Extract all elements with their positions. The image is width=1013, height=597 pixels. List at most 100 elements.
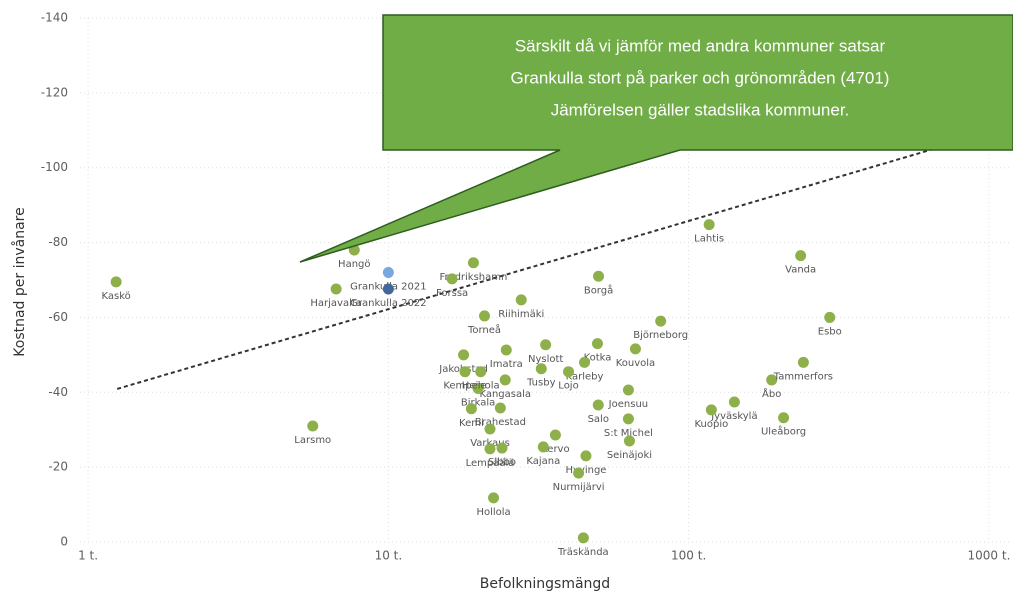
x-tick-label: 100 t. [671,549,706,563]
point-label: Uleåborg [761,425,806,438]
point-label: Kouvola [616,358,655,369]
point-label: Salo [588,414,609,425]
point-label: Tammerfors [773,371,833,382]
point [824,311,836,323]
point [484,423,496,435]
point-label: Riihimäki [498,309,544,320]
x-tick-label: 1 t. [78,549,98,563]
point-label: Kervo [541,444,569,455]
point [500,344,512,356]
y-tick-label: -140 [41,11,68,25]
point-label: Joensuu [608,399,648,410]
point [307,420,319,432]
point [499,374,511,386]
point [496,442,508,454]
y-tick-label: -60 [48,310,68,324]
point [622,413,634,425]
annotation-line: Särskilt då vi jämför med andra kommuner… [515,36,886,55]
point-label: Forssa [436,288,468,299]
point-label: Borgå [584,283,613,296]
point-label: Esbo [818,326,842,337]
x-tick-label: 10 t. [375,549,403,563]
point-label: Vanda [785,265,816,276]
x-axis-label: Befolkningsmängd [480,576,610,592]
point-label: Larsmo [294,435,331,446]
point-label: Harjavalta [310,298,362,309]
point [795,250,807,262]
trend-line [116,148,932,390]
y-tick-label: -100 [41,160,68,174]
point-label: Nurmijärvi [553,482,605,493]
point-label: Kemi [459,418,484,429]
point [467,257,479,269]
point [459,366,471,378]
point [458,349,470,361]
point [622,384,634,396]
y-tick-label: -40 [48,385,68,399]
point-label: S:t Michel [604,428,653,439]
point [577,532,589,544]
point [515,294,527,306]
point [484,443,496,455]
point [330,283,342,295]
point [382,283,394,295]
point-label: Björneborg [633,330,688,341]
point-label: Åbo [762,387,781,400]
point [655,315,667,327]
point [488,492,500,504]
point-label: Lojo [558,381,578,392]
point-label: Kangasala [479,389,531,400]
y-tick-label: -120 [41,85,68,99]
point [563,366,575,378]
point-label: Tusby [526,378,555,389]
point [465,403,477,415]
y-tick-label: -20 [48,460,68,474]
point-label: Kajana [526,456,560,467]
point-label: Nyslott [528,354,563,365]
y-tick-label: 0 [60,535,68,549]
point-label: Hyvinge [565,465,606,476]
point [537,441,549,453]
x-tick-label: 1000 t. [968,549,1011,563]
point-label: Seinäjoki [607,450,652,461]
point [703,219,715,231]
point [580,450,592,462]
y-tick-label: -80 [48,235,68,249]
point [797,356,809,368]
point [705,404,717,416]
point [110,276,122,288]
point [549,429,561,441]
point [593,270,605,282]
point-label: Hollola [476,507,510,518]
point-label: Lempäälä [466,458,515,469]
point [382,267,394,279]
point [472,383,484,395]
point [592,399,604,411]
point-label: Hangö [338,259,370,270]
point-label: Kempele [443,381,486,392]
annotation-line: Jämförelsen gäller stadslika kommuner. [551,100,850,119]
point-label: Kotka [584,353,612,364]
point [766,374,778,386]
point [535,363,547,375]
point [479,310,491,322]
annotation-line: Grankulla stort på parker och grönområde… [511,68,890,87]
point [629,343,641,355]
point-label: Grankulla 2022 [350,298,426,309]
point [494,402,506,414]
point [591,338,603,350]
point [623,435,635,447]
point-label: Lahtis [694,234,724,245]
point-label: Träskända [557,547,609,558]
point-label: Torneå [467,323,501,336]
callout [299,14,1013,263]
point-label: Kuopio [694,419,728,430]
point-label: Birkala [461,398,495,409]
point [778,412,790,424]
point [475,366,487,378]
point-label: Brahestad [475,417,526,428]
point-label: Karleby [566,371,604,382]
point [573,467,585,479]
y-axis-label: Kostnad per invånare [11,207,28,356]
